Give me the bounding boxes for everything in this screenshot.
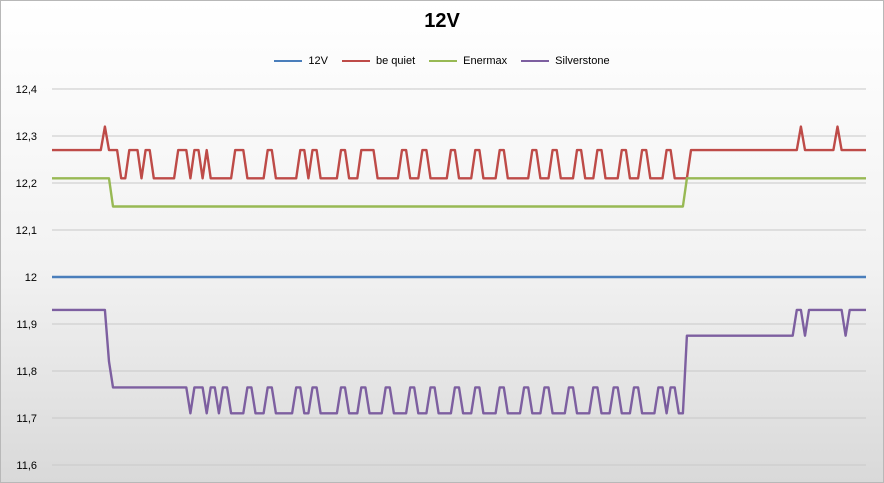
chart-title: 12V xyxy=(424,10,460,32)
y-tick-label: 11,8 xyxy=(16,366,37,378)
y-tick-label: 12 xyxy=(25,272,37,284)
legend-item-12v: 12V xyxy=(274,55,328,67)
y-axis-tick-labels: 12,4 12,3 12,2 12,1 12 11,9 11,8 11,7 11,6 xyxy=(16,84,37,472)
legend-label-be-quiet: be quiet xyxy=(375,55,416,67)
legend-swatch-be-quiet xyxy=(341,60,370,62)
y-tick-label: 11,9 xyxy=(16,319,37,331)
legend-label-12v: 12V xyxy=(308,55,328,67)
series-lines xyxy=(52,125,866,415)
legend-item-be-quiet: be quiet xyxy=(341,55,416,67)
series-line-be-quiet xyxy=(52,125,866,180)
legend-swatch-silverstone xyxy=(521,60,550,62)
y-tick-label: 12,1 xyxy=(16,225,37,237)
y-tick-label: 11,6 xyxy=(16,460,37,472)
legend-item-enermax: Enermax xyxy=(429,55,507,67)
series-line-enermax xyxy=(52,177,866,208)
y-tick-label: 12,2 xyxy=(16,178,37,190)
legend-label-silverstone: Silverstone xyxy=(555,55,610,67)
legend-swatch-enermax xyxy=(429,60,458,62)
legend-label-enermax: Enermax xyxy=(463,55,508,67)
legend-swatch-12v xyxy=(274,60,303,62)
y-tick-label: 12,3 xyxy=(16,131,37,143)
series-line-silverstone xyxy=(52,308,866,415)
legend-item-silverstone: Silverstone xyxy=(521,55,610,67)
y-tick-label: 11,7 xyxy=(16,413,37,425)
legend: 12V be quiet Enermax Silverstone xyxy=(0,55,884,67)
y-tick-label: 12,4 xyxy=(16,84,37,96)
